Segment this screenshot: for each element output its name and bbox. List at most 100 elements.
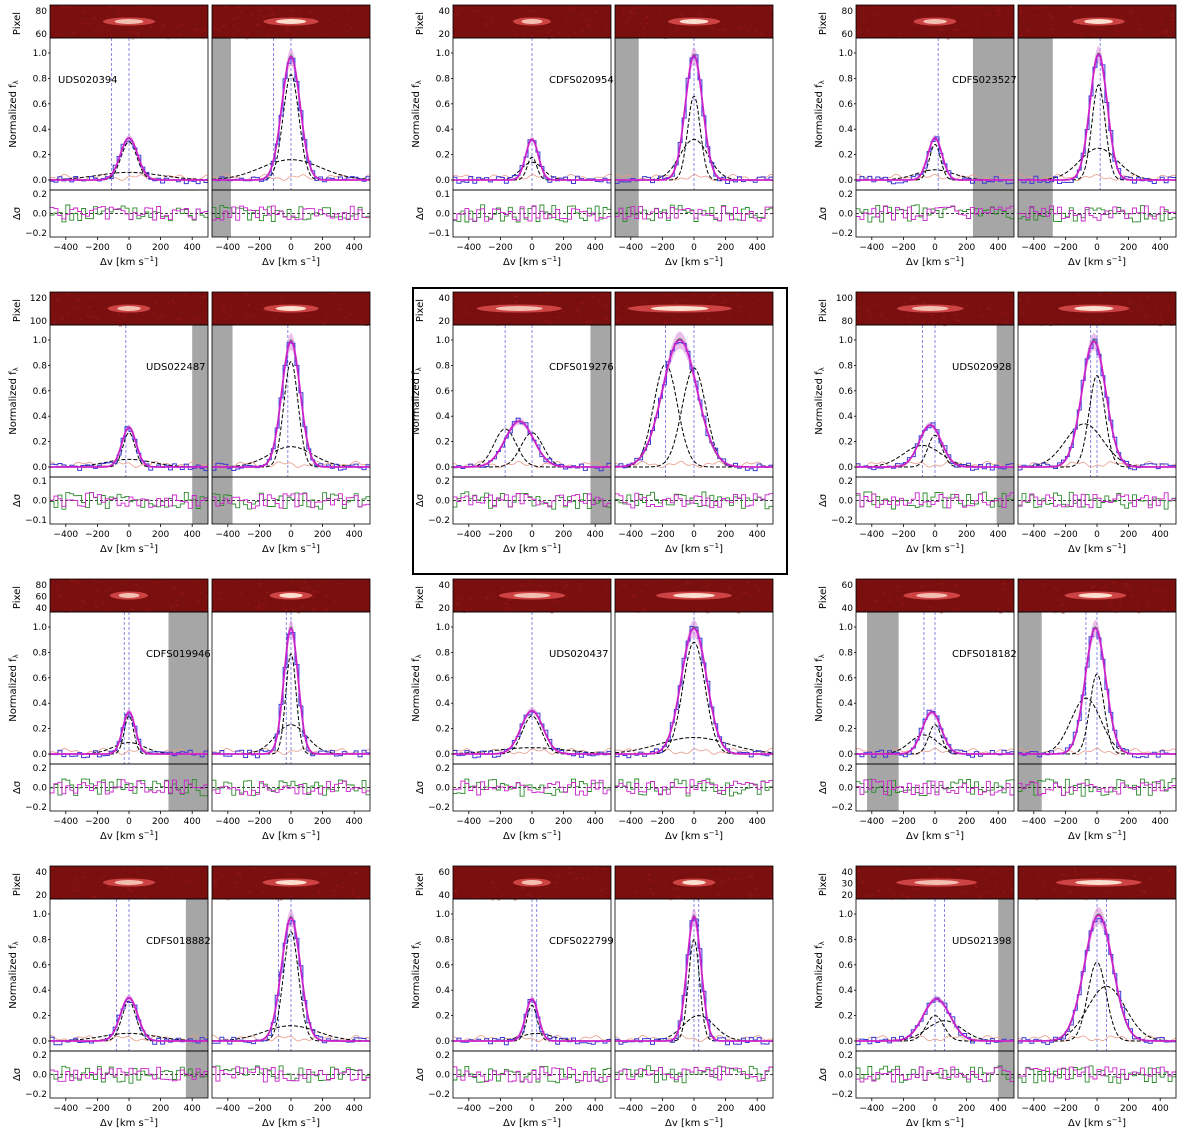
image-noise-pixel bbox=[122, 869, 126, 872]
image-noise-pixel bbox=[1003, 312, 1007, 315]
image-noise-pixel bbox=[718, 19, 722, 22]
velocity-tick-label: −200 bbox=[1053, 1104, 1078, 1114]
flux-tick-label: 0.2 bbox=[33, 725, 47, 735]
image-noise-pixel bbox=[78, 607, 82, 610]
image-noise-pixel bbox=[494, 869, 498, 872]
image-noise-pixel bbox=[311, 592, 315, 595]
image-noise-pixel bbox=[1107, 871, 1111, 874]
velocity-tick-label: 200 bbox=[1120, 1104, 1137, 1114]
image-noise-pixel bbox=[673, 887, 677, 890]
velocity-axis-label-text: Δv [km s bbox=[503, 831, 547, 842]
image-noise-pixel bbox=[486, 25, 490, 28]
image-noise-pixel bbox=[744, 606, 748, 609]
flux-tick-label: 0.8 bbox=[839, 648, 854, 658]
image-noise-pixel bbox=[141, 27, 145, 30]
image-noise-pixel bbox=[660, 869, 664, 872]
emission-core bbox=[1075, 880, 1123, 885]
image-noise-pixel bbox=[604, 292, 608, 295]
image-noise-pixel bbox=[1009, 10, 1013, 13]
image-noise-pixel bbox=[665, 292, 669, 295]
image-noise-pixel bbox=[194, 28, 198, 31]
flux-axis-label: Normalized fλ bbox=[814, 80, 826, 148]
image-noise-pixel bbox=[265, 35, 269, 38]
image-noise-pixel bbox=[196, 580, 200, 583]
image-noise-pixel bbox=[74, 877, 78, 880]
velocity-tick-label: −200 bbox=[247, 530, 272, 540]
image-noise-pixel bbox=[103, 308, 107, 311]
image-noise-pixel bbox=[325, 319, 329, 322]
image-noise-pixel bbox=[1133, 604, 1137, 607]
residual-tick-label: 0.2 bbox=[33, 764, 47, 774]
total-fit bbox=[1018, 340, 1176, 468]
residual-total bbox=[1018, 1066, 1176, 1083]
fit-component bbox=[615, 737, 773, 754]
image-noise-pixel bbox=[1069, 598, 1073, 601]
image-noise-pixel bbox=[892, 892, 896, 895]
image-noise-pixel bbox=[202, 29, 206, 32]
image-noise-pixel bbox=[543, 890, 547, 893]
flux-tick-label: 0.2 bbox=[33, 438, 47, 448]
image-noise-pixel bbox=[860, 36, 864, 39]
velocity-axis-label-text: Δv [km s bbox=[503, 544, 547, 555]
image-noise-pixel bbox=[188, 880, 192, 883]
image-noise-pixel bbox=[479, 595, 483, 598]
image-noise-pixel bbox=[325, 867, 329, 870]
image-noise-pixel bbox=[965, 305, 969, 308]
image-noise-pixel bbox=[323, 886, 327, 889]
flux-tick-label: 0.2 bbox=[436, 151, 450, 161]
velocity-axis-label: Δv [km s−1] bbox=[665, 542, 723, 555]
emission-core bbox=[521, 19, 543, 24]
image-noise-pixel bbox=[948, 601, 952, 604]
image-noise-pixel bbox=[260, 303, 264, 306]
velocity-tick-label: 200 bbox=[717, 817, 734, 827]
image-noise-pixel bbox=[213, 588, 217, 591]
image-noise-pixel bbox=[648, 888, 652, 891]
image-noise-pixel bbox=[879, 606, 883, 609]
image-noise-pixel bbox=[226, 885, 230, 888]
image-noise-pixel bbox=[254, 606, 258, 609]
image-noise-pixel bbox=[176, 302, 180, 305]
image-noise-pixel bbox=[989, 308, 993, 311]
flux-tick-label: 0.2 bbox=[839, 725, 853, 735]
image-noise-pixel bbox=[1143, 891, 1147, 894]
image-noise-pixel bbox=[977, 308, 981, 311]
image-noise-pixel bbox=[920, 585, 924, 588]
image-noise-pixel bbox=[171, 299, 175, 302]
image-noise-pixel bbox=[1073, 870, 1077, 873]
image-noise-pixel bbox=[973, 880, 977, 883]
image-noise-pixel bbox=[258, 9, 262, 12]
image-noise-pixel bbox=[196, 295, 200, 298]
image-noise-pixel bbox=[362, 27, 366, 30]
velocity-tick-label: −200 bbox=[650, 1104, 675, 1114]
flux-tick-label: 0.6 bbox=[839, 100, 854, 110]
image-noise-pixel bbox=[880, 315, 884, 318]
image-noise-pixel bbox=[1148, 877, 1152, 880]
image-noise-pixel bbox=[615, 319, 619, 322]
image-noise-pixel bbox=[974, 892, 978, 895]
image-noise-pixel bbox=[56, 585, 60, 588]
image-noise-pixel bbox=[230, 314, 234, 317]
image-noise-pixel bbox=[226, 898, 230, 901]
pixel-tick-label: 80 bbox=[36, 7, 48, 17]
image-noise-pixel bbox=[351, 322, 355, 325]
image-noise-pixel bbox=[69, 897, 73, 900]
image-noise-pixel bbox=[951, 897, 955, 900]
pixel-label: Pixel bbox=[415, 12, 426, 35]
image-noise-pixel bbox=[1012, 606, 1014, 609]
velocity-tick-label: 400 bbox=[749, 530, 766, 540]
image-noise-pixel bbox=[1029, 305, 1033, 308]
residual-tick-label: 0.2 bbox=[33, 1051, 47, 1061]
image-noise-pixel bbox=[160, 17, 164, 20]
image-noise-pixel bbox=[536, 896, 540, 899]
image-noise-pixel bbox=[1061, 611, 1065, 614]
velocity-axis-label-close: ] bbox=[960, 257, 964, 268]
flux-tick-label: 0.4 bbox=[839, 412, 854, 422]
image-noise-pixel bbox=[485, 595, 489, 598]
image-noise-pixel bbox=[1172, 320, 1176, 323]
image-noise-pixel bbox=[1125, 299, 1129, 302]
image-noise-pixel bbox=[758, 593, 762, 596]
image-noise-pixel bbox=[228, 293, 232, 296]
image-noise-pixel bbox=[565, 20, 569, 23]
